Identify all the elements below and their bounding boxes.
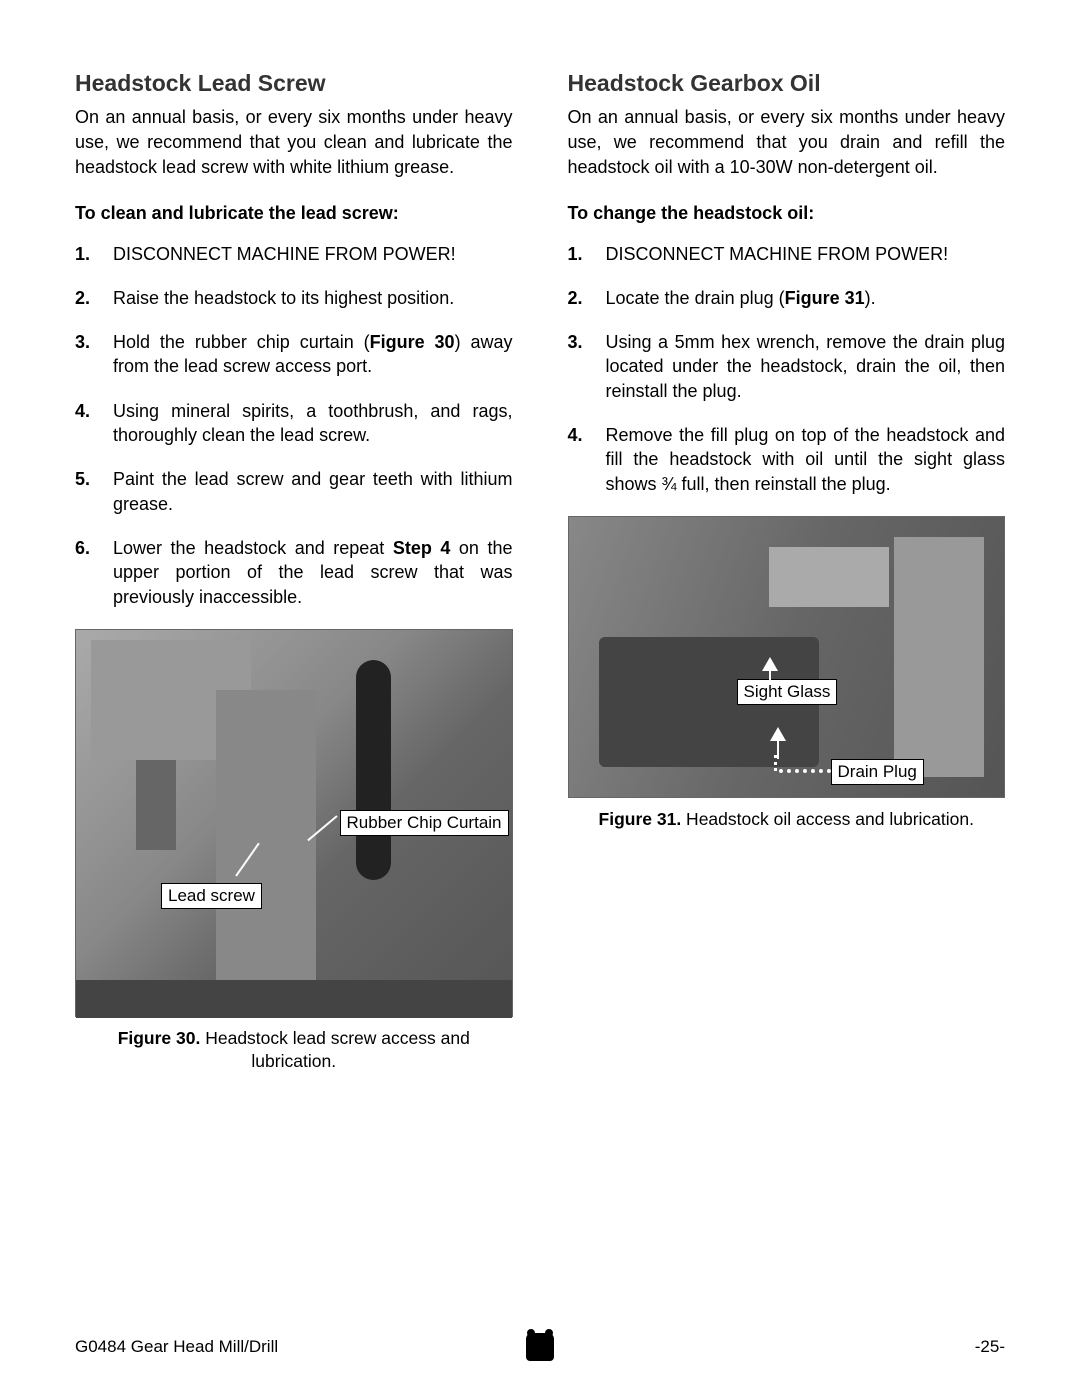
list-item: Remove the fill plug on top of the heads… (568, 423, 1006, 496)
right-subheading: To change the headstock oil: (568, 203, 1006, 224)
figure-31-image: Sight Glass Drain Plug (568, 516, 1006, 798)
list-item: Using mineral spirits, a toothbrush, and… (75, 399, 513, 448)
list-item: Paint the lead screw and gear teeth with… (75, 467, 513, 516)
left-subheading: To clean and lubricate the lead screw: (75, 203, 513, 224)
right-intro: On an annual basis, or every six months … (568, 105, 1006, 181)
left-intro: On an annual basis, or every six months … (75, 105, 513, 181)
figure-30: Rubber Chip Curtain Lead screw Figure 30… (75, 629, 513, 1073)
figure-30-caption: Figure 30. Headstock lead screw access a… (75, 1027, 513, 1073)
right-column: Headstock Gearbox Oil On an annual basis… (568, 70, 1006, 1072)
list-item: DISCONNECT MACHINE FROM POWER! (75, 242, 513, 266)
footer-right: -25- (975, 1337, 1005, 1357)
bear-logo-icon (526, 1333, 554, 1361)
left-column: Headstock Lead Screw On an annual basis,… (75, 70, 513, 1072)
list-item: Lower the headstock and repeat Step 4 on… (75, 536, 513, 609)
label-lead-screw: Lead screw (161, 883, 262, 909)
right-heading: Headstock Gearbox Oil (568, 70, 1006, 97)
figure-30-image: Rubber Chip Curtain Lead screw (75, 629, 513, 1017)
label-rubber-chip: Rubber Chip Curtain (340, 810, 509, 836)
list-item: Hold the rubber chip curtain (Figure 30)… (75, 330, 513, 379)
label-sight-glass: Sight Glass (737, 679, 838, 705)
left-steps: DISCONNECT MACHINE FROM POWER! Raise the… (75, 242, 513, 609)
list-item: DISCONNECT MACHINE FROM POWER! (568, 242, 1006, 266)
list-item: Using a 5mm hex wrench, remove the drain… (568, 330, 1006, 403)
footer-logo-container (526, 1333, 554, 1361)
footer-left: G0484 Gear Head Mill/Drill (75, 1337, 278, 1357)
figure-31: Sight Glass Drain Plug Figure 31. Headst… (568, 516, 1006, 831)
list-item: Locate the drain plug (Figure 31). (568, 286, 1006, 310)
list-item: Raise the headstock to its highest posit… (75, 286, 513, 310)
figure-31-caption: Figure 31. Headstock oil access and lubr… (568, 808, 1006, 831)
left-heading: Headstock Lead Screw (75, 70, 513, 97)
label-drain-plug: Drain Plug (831, 759, 924, 785)
right-steps: DISCONNECT MACHINE FROM POWER! Locate th… (568, 242, 1006, 496)
